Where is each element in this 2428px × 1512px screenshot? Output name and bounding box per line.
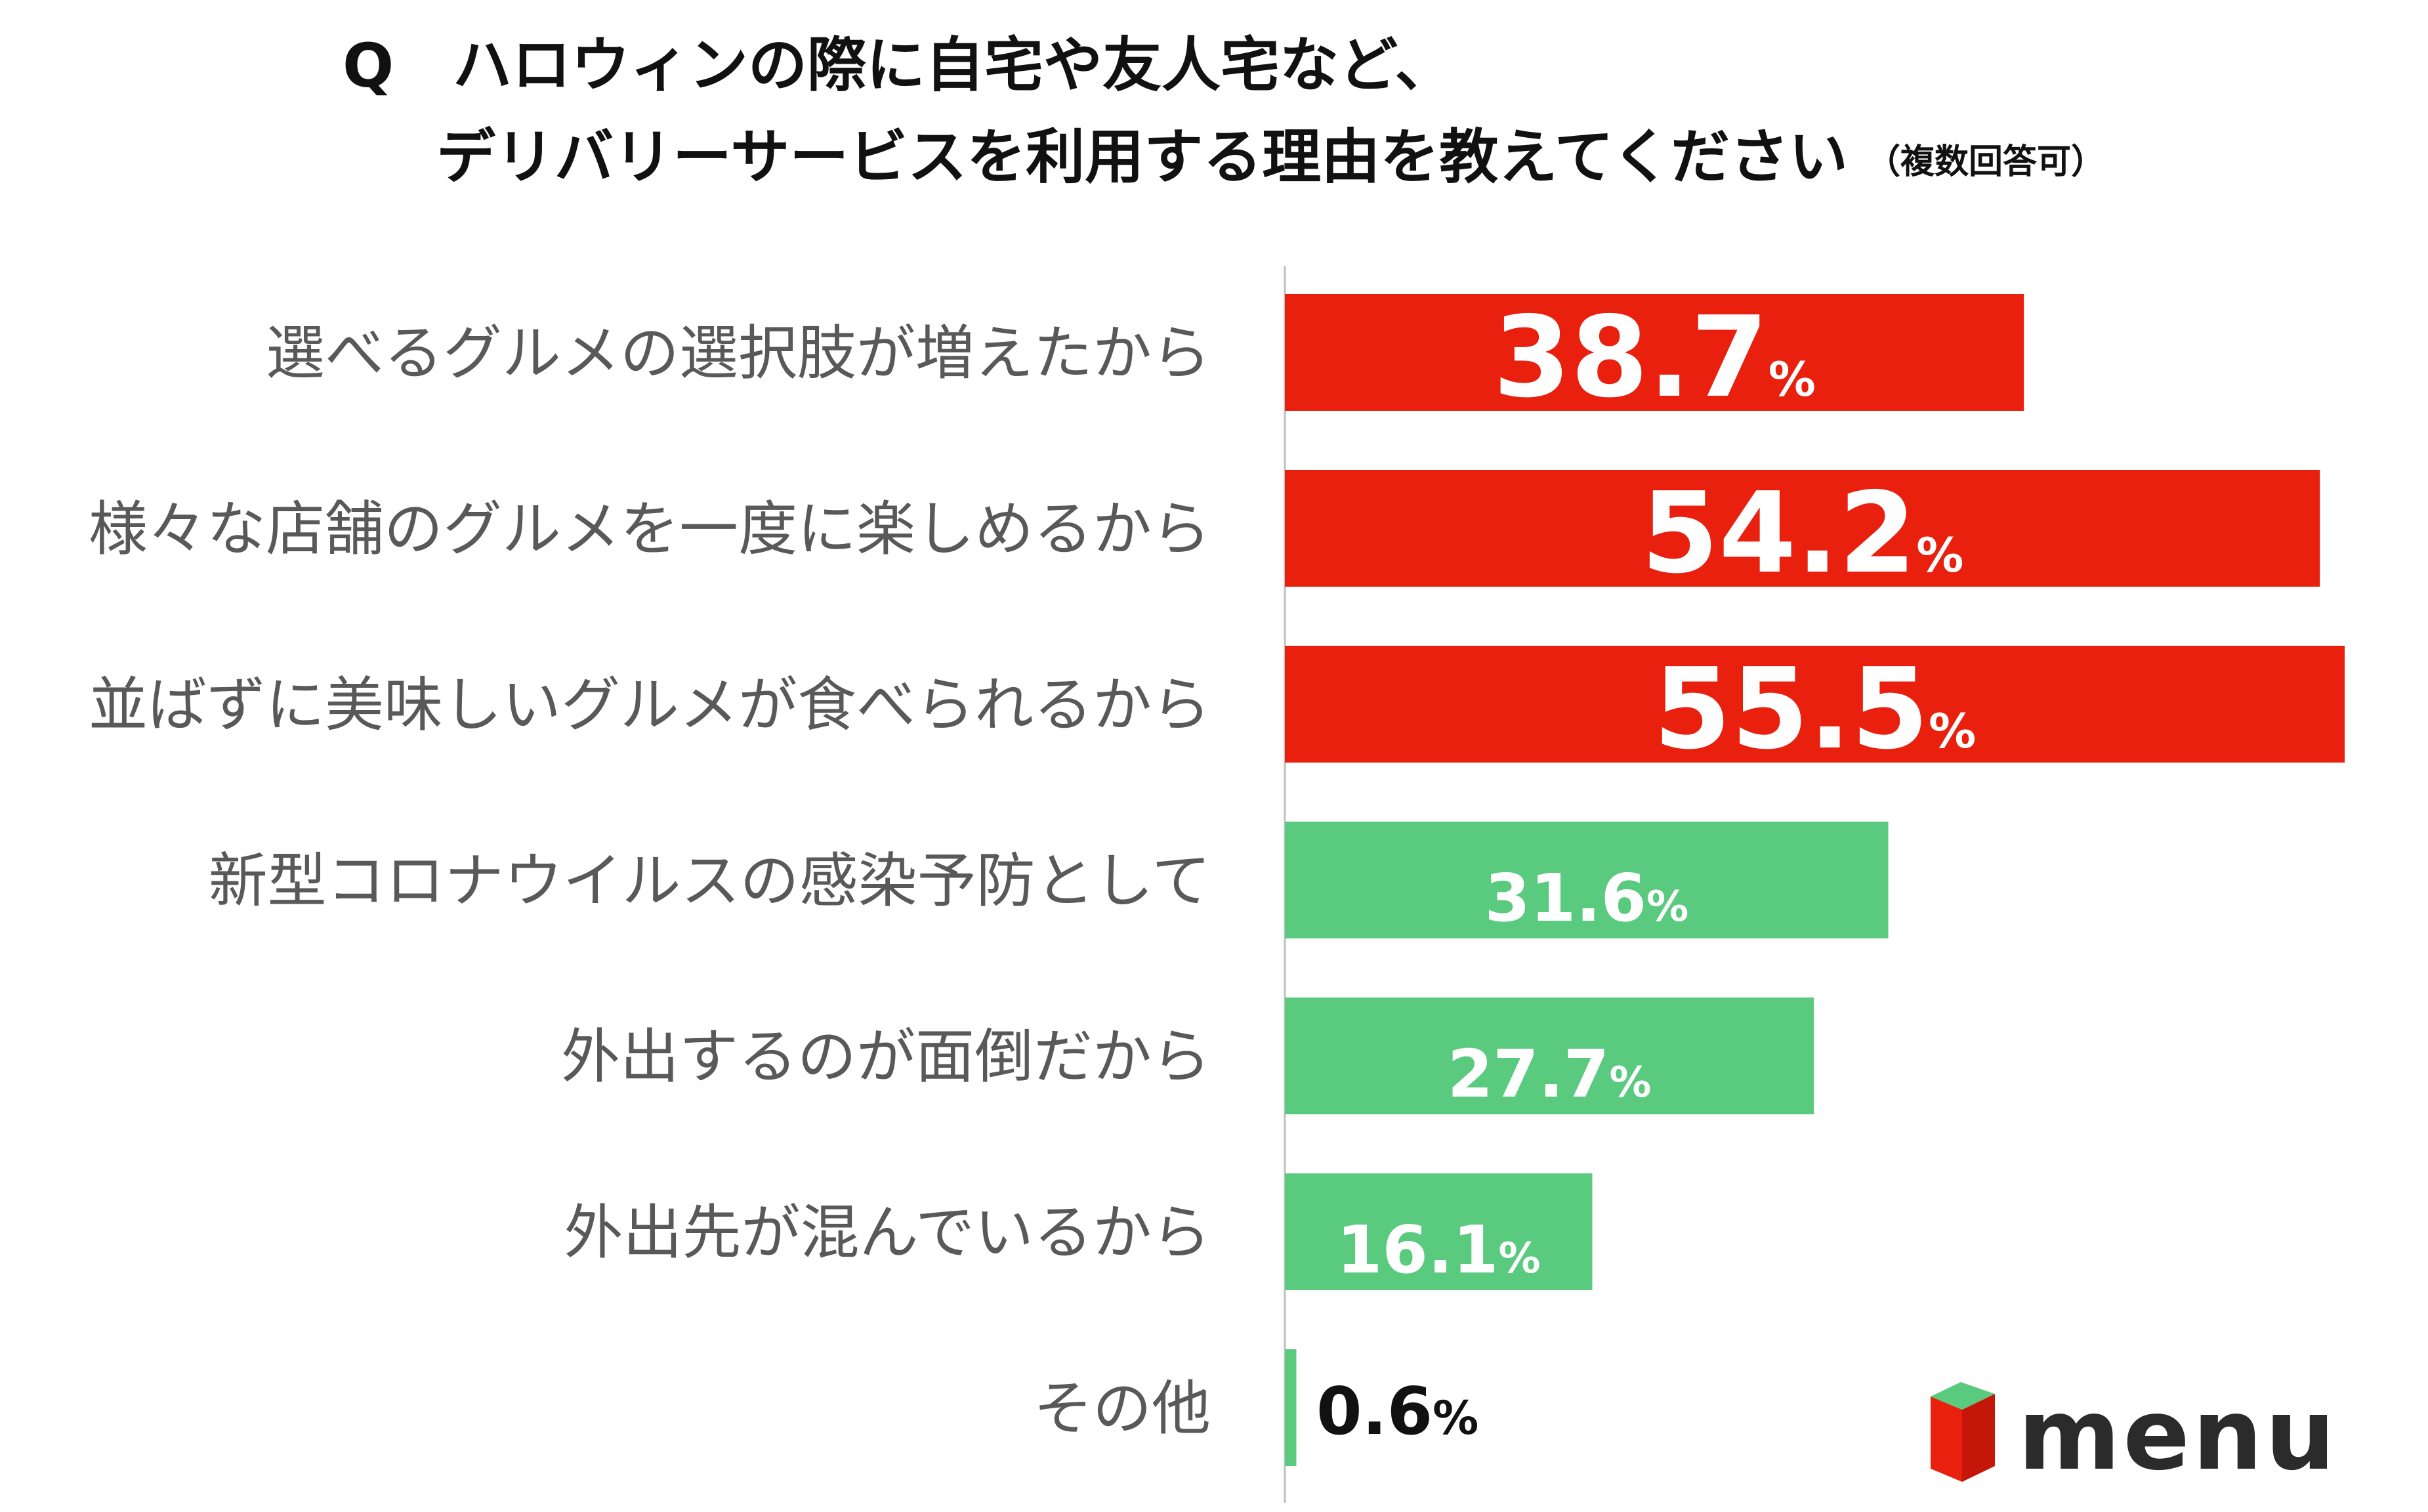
- menu-logo-text: menu: [2018, 1378, 2338, 1492]
- value-label: 38.7%: [1493, 293, 1816, 423]
- value-label: 16.1%: [1337, 1211, 1541, 1288]
- category-label: その他: [1034, 1374, 1211, 1443]
- category-label: 新型コロナウイルスの感染予防として: [209, 847, 1211, 915]
- category-label: 並ばずに美味しいグルメが食べられるから: [89, 671, 1211, 740]
- bar: [1285, 470, 2320, 587]
- title-note: （複数回答可）: [1866, 142, 2106, 182]
- title-line-2: デリバリーサービスを利用する理由を教えてください （複数回答可）: [436, 128, 2105, 187]
- question-mark: Q: [343, 31, 394, 101]
- category-label: 外出するのが面倒だから: [561, 1022, 1211, 1091]
- category-label: 様々な店舗のグルメを一度に楽しめるから: [89, 495, 1211, 564]
- value-label: 55.5%: [1654, 644, 1977, 774]
- chart-title: Q ハロウィンの際に自宅や友人宅など、 デリバリーサービスを利用する理由を教えて…: [0, 0, 2428, 197]
- bar: [1285, 294, 2024, 411]
- category-label: 外出先が混んでいるから: [564, 1198, 1211, 1267]
- value-label: 27.7%: [1448, 1036, 1652, 1112]
- bar: [1285, 1349, 1297, 1466]
- menu-logo: menu: [1923, 1372, 2349, 1503]
- value-label: 0.6%: [1316, 1373, 1478, 1450]
- value-label: 31.6%: [1484, 860, 1688, 936]
- value-label: 54.2%: [1641, 469, 1964, 598]
- title-line-2-text: デリバリーサービスを利用する理由を教えてください: [436, 123, 1848, 192]
- bar: [1285, 1173, 1593, 1290]
- menu-logo-icon: [1931, 1382, 1995, 1482]
- bar: [1285, 998, 1814, 1114]
- title-line-1: ハロウィンの際に自宅や友人宅など、: [453, 31, 1454, 100]
- category-label: 選べるグルメの選択肢が増えたから: [266, 319, 1211, 388]
- bar: [1285, 646, 2345, 763]
- bar: [1285, 822, 1889, 938]
